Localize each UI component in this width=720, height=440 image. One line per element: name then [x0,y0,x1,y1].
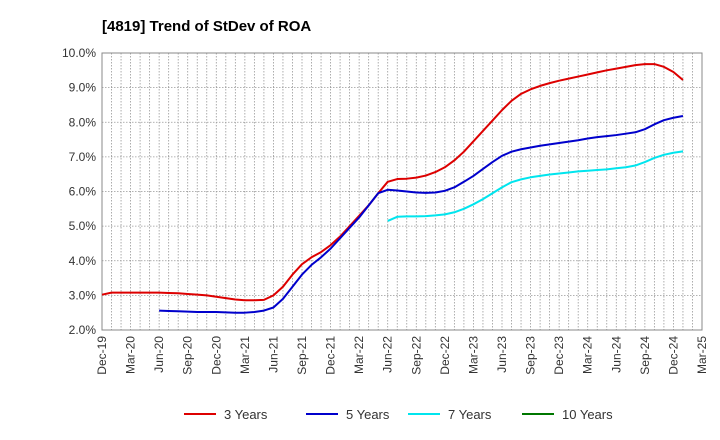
chart-title: [4819] Trend of StDev of ROA [102,18,311,35]
series-line-5-years [159,115,684,314]
y-tick-label: 8.0% [69,115,97,129]
x-tick-label: Sep-20 [181,336,195,375]
legend-label-3-years: 3 Years [224,407,268,422]
legend-label-7-years: 7 Years [448,407,492,422]
x-tick-label: Mar-21 [238,336,252,374]
x-tick-label: Dec-22 [438,336,452,375]
x-tick-label: Dec-23 [552,336,566,375]
y-tick-label: 7.0% [69,150,97,164]
y-tick-label: 3.0% [69,288,97,302]
y-tick-label: 6.0% [69,185,97,199]
x-tick-label: Jun-20 [152,336,166,373]
x-tick-label: Sep-24 [638,336,652,375]
y-tick-label: 9.0% [69,81,97,95]
x-tick-label: Mar-20 [124,336,138,374]
y-tick-label: 2.0% [69,323,97,337]
x-tick-label: Jun-21 [266,336,280,373]
x-tick-label: Jun-22 [381,336,395,373]
y-axis-ticks: 2.0% 3.0% 4.0% 5.0% 6.0% 7.0% 8.0% 9.0% 10.0% [62,46,96,337]
legend: 3 Years 5 Years 7 Years 10 Years [184,407,613,422]
x-tick-label: Mar-22 [352,336,366,374]
y-tick-label: 4.0% [69,254,97,268]
x-tick-label: Dec-20 [209,336,223,375]
plot-border [101,52,703,331]
x-tick-label: Sep-21 [295,336,309,375]
x-tick-label: Mar-24 [581,336,595,374]
series-line-3-years [101,63,684,302]
x-tick-label: Dec-24 [666,336,680,375]
y-tick-label: 5.0% [69,219,97,233]
x-tick-label: Jun-24 [609,336,623,373]
x-axis-ticks: Dec-19 Mar-20 Jun-20 Sep-20 Dec-20 Mar-21 Jun-… [95,336,709,375]
x-tick-label: Jun-23 [495,336,509,373]
x-tick-label: Dec-19 [95,336,109,375]
legend-label-10-years: 10 Years [562,407,613,422]
x-tick-label: Dec-21 [324,336,338,375]
x-tick-label: Sep-22 [409,336,423,375]
legend-label-5-years: 5 Years [346,407,390,422]
series-line-7-years [387,150,684,222]
series-lines [101,63,684,314]
x-tick-label: Mar-23 [466,336,480,374]
x-tick-label: Mar-25 [695,336,709,374]
x-tick-label: Sep-23 [524,336,538,375]
y-tick-label: 10.0% [62,46,96,60]
grid-lines [101,52,703,331]
